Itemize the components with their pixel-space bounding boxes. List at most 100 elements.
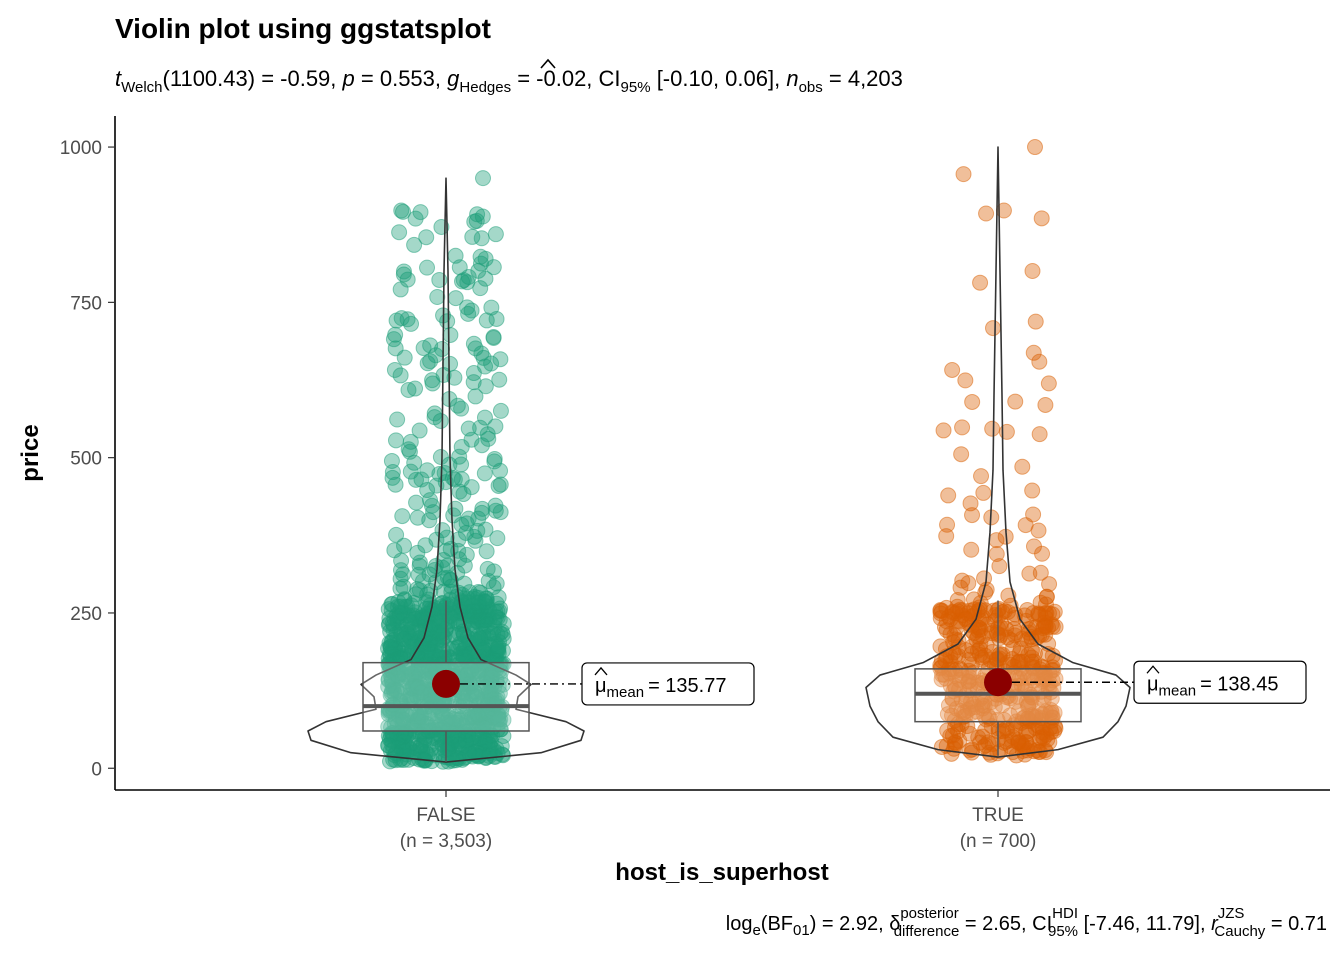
data-point [978, 205, 995, 222]
data-point [483, 299, 500, 316]
data-point [429, 289, 446, 306]
data-point-max [1027, 139, 1043, 156]
data-point [1046, 704, 1063, 721]
data-point [1002, 707, 1019, 724]
data-point [407, 210, 424, 227]
jitter-points [380, 170, 512, 770]
data-point [991, 630, 1008, 647]
data-point [447, 247, 464, 264]
data-point [464, 228, 481, 245]
data-point [968, 703, 985, 720]
data-point [1007, 624, 1024, 641]
data-point [409, 544, 426, 561]
data-point [398, 742, 415, 759]
data-point [479, 426, 496, 443]
data-point [490, 477, 507, 494]
data-point [392, 725, 409, 742]
data-point [451, 483, 468, 500]
x-tick-count-label: (n = 3,503) [400, 831, 492, 852]
data-point [492, 351, 509, 368]
data-point [974, 628, 991, 645]
data-point [434, 594, 451, 611]
data-point [402, 463, 419, 480]
data-point-max [475, 170, 491, 187]
data-point [465, 365, 482, 382]
data-point [437, 742, 454, 759]
data-point [470, 510, 487, 527]
data-point [418, 229, 435, 246]
data-point [450, 733, 467, 750]
y-tick-label: 750 [70, 293, 102, 314]
data-point [483, 678, 500, 695]
data-point [490, 589, 507, 606]
data-point [942, 625, 959, 642]
mu-hat-icon [1146, 665, 1160, 674]
data-point [1024, 658, 1041, 675]
data-point [938, 528, 955, 545]
x-axis-ticks: FALSE (n = 3,503) TRUE (n = 700) [400, 790, 1037, 852]
y-tick-label: 0 [91, 759, 102, 780]
data-point [972, 640, 989, 657]
x-tick-count-label: (n = 700) [960, 831, 1037, 852]
mean-label-text: μmean = 138.45 [1147, 673, 1278, 699]
data-point [442, 355, 459, 372]
data-point [395, 203, 412, 220]
g-hat-icon [540, 58, 556, 69]
data-point [984, 420, 1001, 437]
data-point [1024, 262, 1041, 279]
data-point [386, 542, 403, 559]
data-point [457, 524, 474, 541]
data-point [393, 626, 410, 643]
violin-outline [307, 177, 585, 763]
data-point [408, 494, 425, 511]
data-point [391, 224, 408, 241]
data-point [469, 206, 486, 223]
data-point [995, 723, 1012, 740]
data-point [396, 349, 413, 366]
data-point [392, 562, 409, 579]
x-axis-title: host_is_superhost [615, 859, 828, 886]
data-point [465, 374, 482, 391]
data-point [400, 441, 417, 458]
data-point [390, 593, 407, 610]
data-point [488, 641, 505, 658]
data-point [1014, 458, 1031, 475]
data-point [978, 711, 995, 728]
data-point [407, 380, 424, 397]
data-point [456, 557, 473, 574]
data-point [495, 728, 512, 745]
data-point [1044, 659, 1061, 676]
data-point [476, 409, 493, 426]
data-point [1031, 353, 1048, 370]
data-point [1033, 210, 1050, 227]
violin-outline [865, 146, 1131, 758]
data-point [960, 575, 977, 592]
data-point [964, 393, 981, 410]
data-point [492, 402, 509, 419]
data-point [993, 614, 1010, 631]
group-false: μmean = 135.77 [307, 170, 755, 770]
data-point [480, 430, 497, 447]
data-point [949, 592, 966, 609]
data-point [486, 450, 503, 467]
data-point [399, 311, 416, 328]
x-tick-label: FALSE [416, 805, 475, 826]
data-point [1041, 576, 1058, 593]
data-point [466, 528, 483, 545]
data-point [933, 671, 950, 688]
data-point [389, 411, 406, 428]
y-axis-ticks: 0 250 500 750 1000 [60, 138, 115, 780]
data-point [1024, 482, 1041, 499]
data-point [453, 471, 470, 488]
data-point [948, 700, 965, 717]
data-point [465, 335, 482, 352]
data-point [463, 730, 480, 747]
data-point [954, 419, 971, 436]
data-point [957, 372, 974, 389]
data-point [487, 226, 504, 243]
data-point [449, 397, 466, 414]
y-tick-label: 1000 [60, 138, 102, 159]
mean-label-box [1133, 660, 1307, 704]
data-point [492, 625, 509, 642]
data-point [955, 166, 972, 183]
